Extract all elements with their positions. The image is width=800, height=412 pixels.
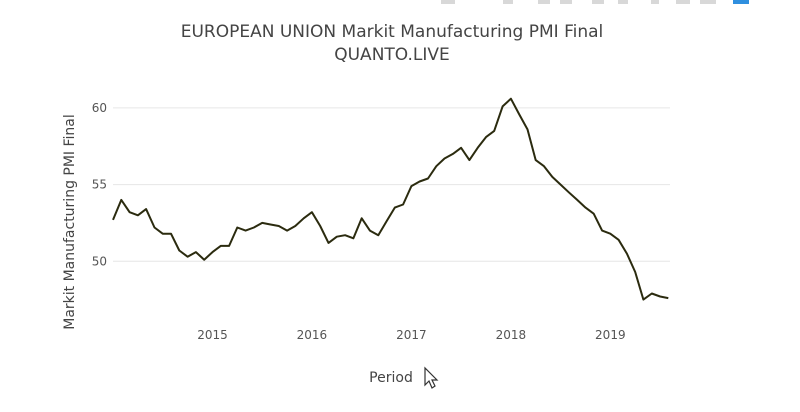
chart-title: EUROPEAN UNION Markit Manufacturing PMI …	[181, 22, 604, 42]
zoom-in-icon[interactable]	[538, 0, 550, 4]
data-point[interactable]	[630, 267, 640, 277]
autoscale-icon[interactable]	[592, 0, 604, 4]
data-point[interactable]	[663, 293, 673, 303]
data-point[interactable]	[315, 221, 325, 231]
data-point[interactable]	[174, 246, 184, 256]
y-axis-ticks: 50 55 60	[92, 101, 107, 268]
data-point[interactable]	[382, 216, 392, 226]
plotly-logo-icon[interactable]	[733, 0, 749, 4]
data-point[interactable]	[116, 195, 126, 205]
data-point[interactable]	[299, 213, 309, 223]
data-point[interactable]	[141, 204, 151, 214]
x-tick-label: 2019	[595, 328, 626, 342]
data-point[interactable]	[307, 207, 317, 217]
data-point[interactable]	[547, 172, 557, 182]
data-point[interactable]	[605, 229, 615, 239]
data-point[interactable]	[638, 295, 648, 305]
data-point[interactable]	[498, 101, 508, 111]
data-point[interactable]	[133, 210, 143, 220]
x-tick-label: 2017	[396, 328, 427, 342]
data-point[interactable]	[423, 173, 433, 183]
x-axis-ticks: 2015 2016 2017 2018 2019	[197, 328, 625, 342]
data-point[interactable]	[149, 223, 159, 233]
data-point[interactable]	[531, 155, 541, 165]
data-point[interactable]	[489, 126, 499, 136]
data-point[interactable]	[108, 215, 118, 225]
y-tick-label: 60	[92, 101, 107, 115]
data-point[interactable]	[224, 241, 234, 251]
data-point[interactable]	[572, 195, 582, 205]
data-point[interactable]	[481, 132, 491, 142]
data-point[interactable]	[622, 249, 632, 259]
data-point[interactable]	[348, 233, 358, 243]
data-point[interactable]	[473, 143, 483, 153]
data-point[interactable]	[191, 247, 201, 257]
data-point[interactable]	[265, 219, 275, 229]
mouse-cursor-icon	[424, 366, 439, 389]
y-axis-title: Markit Manufacturing PMI Final	[62, 114, 78, 330]
data-point[interactable]	[324, 238, 334, 248]
data-point[interactable]	[357, 213, 367, 223]
x-tick-label: 2015	[197, 328, 228, 342]
y-tick-label: 50	[92, 254, 107, 268]
data-point[interactable]	[506, 94, 516, 104]
hover-closest-icon[interactable]	[676, 0, 690, 4]
data-point[interactable]	[614, 235, 624, 245]
data-point[interactable]	[398, 200, 408, 210]
x-tick-label: 2018	[496, 328, 527, 342]
y-tick-label: 55	[92, 178, 107, 192]
spike-lines-icon[interactable]	[651, 0, 659, 4]
gridlines	[113, 107, 670, 262]
series-line[interactable]	[112, 97, 669, 301]
data-point[interactable]	[373, 230, 383, 240]
hover-compare-icon[interactable]	[700, 0, 716, 4]
data-point[interactable]	[448, 149, 458, 159]
data-point[interactable]	[199, 255, 209, 265]
x-axis-title: Period	[369, 370, 413, 386]
pan-icon[interactable]	[503, 0, 513, 4]
data-point[interactable]	[456, 143, 466, 153]
chart-subtitle: QUANTO.LIVE	[334, 45, 450, 65]
x-tick-label: 2016	[297, 328, 328, 342]
data-point[interactable]	[556, 180, 566, 190]
data-point[interactable]	[431, 161, 441, 171]
data-point[interactable]	[539, 161, 549, 171]
data-point[interactable]	[564, 187, 574, 197]
data-point[interactable]	[580, 203, 590, 213]
data-point[interactable]	[589, 209, 599, 219]
zoom-out-icon[interactable]	[560, 0, 572, 4]
data-point[interactable]	[464, 155, 474, 165]
modebar	[441, 0, 749, 4]
reset-axes-icon[interactable]	[618, 0, 628, 4]
data-point[interactable]	[522, 124, 532, 134]
series-layer	[108, 94, 673, 305]
data-point[interactable]	[207, 247, 217, 257]
data-point[interactable]	[290, 221, 300, 231]
data-point[interactable]	[166, 229, 176, 239]
data-point[interactable]	[514, 109, 524, 119]
plot-area[interactable]: 50 55 60 2015 2016 2017 2018 2019	[92, 94, 674, 342]
camera-icon[interactable]	[441, 0, 455, 4]
